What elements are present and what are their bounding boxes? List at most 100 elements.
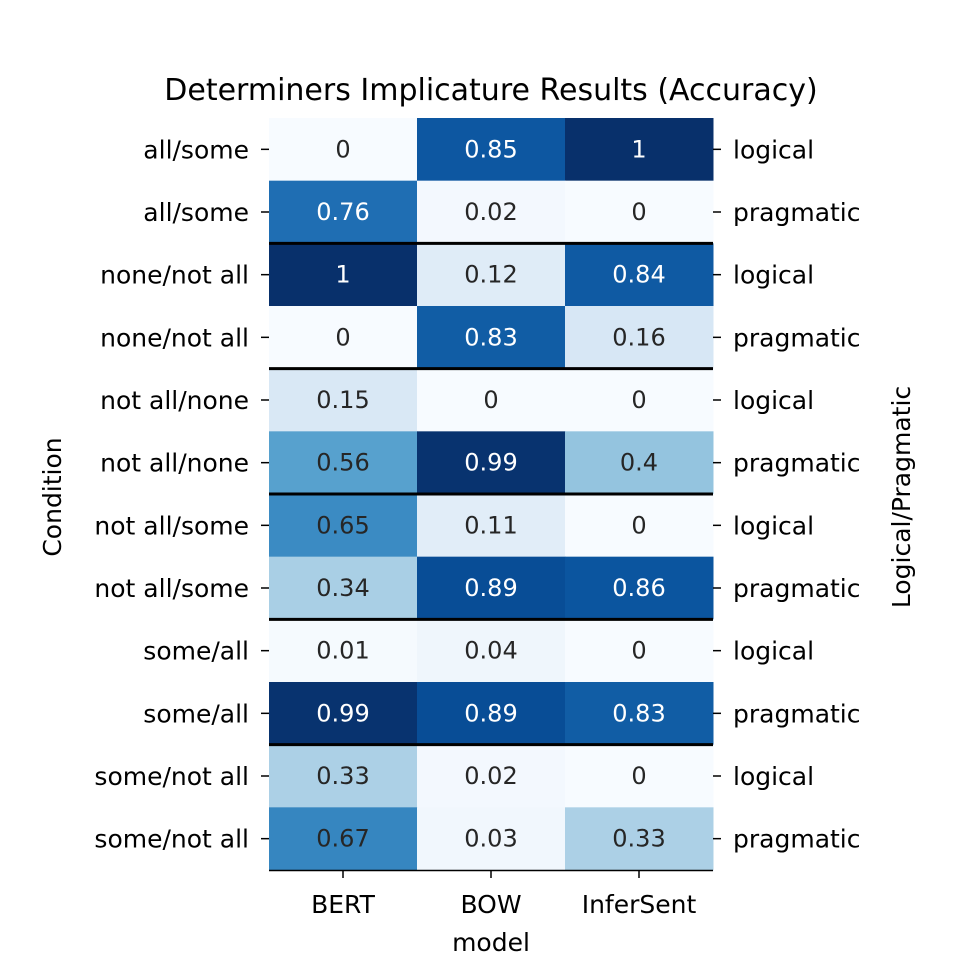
cell-value-label: 0.12 — [464, 261, 517, 289]
heatmap-cell-r7-bert — [269, 556, 418, 620]
cell-value-label: 0.34 — [316, 574, 369, 602]
model-tick-label-bow: BOW — [460, 890, 521, 919]
cell-value-label: 0.11 — [464, 511, 517, 539]
cell-value-label: 0.33 — [316, 762, 369, 790]
condition-tick-labels: all/some all/some none/not all none/not all… — [94, 135, 269, 854]
cell-value-label: 0.02 — [464, 762, 517, 790]
heatmap-cell-r10-bow — [417, 744, 566, 808]
condition-tick-label: some/not all — [94, 825, 249, 854]
cell-value-label: 0.99 — [316, 699, 369, 727]
heatmap-cell-r6-bow — [417, 494, 566, 558]
heatmap-cell-r2-infersent — [565, 243, 714, 307]
cell-value-label: 0.83 — [464, 323, 517, 351]
cell-value-label: 0 — [335, 135, 350, 163]
heatmap-cell-r1-bow — [417, 180, 566, 244]
heatmap-cell-r5-infersent — [565, 431, 714, 495]
condition-tick-label: not all/none — [100, 449, 249, 478]
condition-tick-label: not all/some — [94, 574, 249, 603]
type-tick-label: pragmatic — [733, 323, 861, 352]
heatmap-cell-r1-infersent — [565, 180, 714, 244]
cell-value-label: 1 — [631, 135, 646, 163]
condition-tick-label: some/all — [143, 699, 249, 728]
cell-value-label: 0 — [631, 198, 646, 226]
heatmap-cell-r3-bert — [269, 306, 418, 370]
cell-value-label: 0.99 — [464, 449, 517, 477]
heatmap-cell-r10-infersent — [565, 744, 714, 808]
heatmap-cell-r4-bert — [269, 368, 418, 432]
heatmap-cell-r5-bert — [269, 431, 418, 495]
x-axis-label: model — [452, 928, 530, 957]
cell-value-label: 0.86 — [612, 574, 665, 602]
heatmap-cell-r8-infersent — [565, 619, 714, 683]
heatmap-cell-r11-bow — [417, 807, 566, 871]
cell-value-label: 0.85 — [464, 135, 517, 163]
model-tick-label-bert: BERT — [311, 890, 375, 919]
cell-value-label: 0.16 — [612, 323, 665, 351]
heatmap-cell-r3-infersent — [565, 306, 714, 370]
heatmap-cell-r5-bow — [417, 431, 566, 495]
heatmap-cell-r11-bert — [269, 807, 418, 871]
condition-tick-label: not all/some — [94, 511, 249, 540]
heatmap-cell-r9-bert — [269, 682, 418, 746]
logical-pragmatic-tick-labels: logical pragmatic logical pragmatic logical p… — [713, 135, 861, 854]
cell-value-label: 0 — [335, 323, 350, 351]
heatmap-cell-r4-bow — [417, 368, 566, 432]
cell-value-label: 0 — [631, 511, 646, 539]
cell-value-label: 0.83 — [612, 699, 665, 727]
heatmap-cell-r2-bert — [269, 243, 418, 307]
cell-value-label: 0 — [631, 637, 646, 665]
heatmap-cell-r8-bert — [269, 619, 418, 683]
heatmap-cell-r8-bow — [417, 619, 566, 683]
type-tick-label: pragmatic — [733, 449, 861, 478]
heatmap-cell-r3-bow — [417, 306, 566, 370]
cell-value-label: 0.02 — [464, 198, 517, 226]
type-tick-label: logical — [733, 261, 814, 290]
model-tick-labels: BERT BOW InferSent — [311, 870, 696, 919]
condition-tick-label: some/not all — [94, 762, 249, 791]
cell-value-label: 0.89 — [464, 699, 517, 727]
type-tick-label: logical — [733, 135, 814, 164]
type-tick-label: pragmatic — [733, 198, 861, 227]
type-tick-label: pragmatic — [733, 699, 861, 728]
type-tick-label: logical — [733, 762, 814, 791]
heatmap-cell-r4-infersent — [565, 368, 714, 432]
type-tick-label: logical — [733, 386, 814, 415]
cell-value-label: 0.04 — [464, 637, 517, 665]
cell-value-label: 0.01 — [316, 637, 369, 665]
condition-tick-label: all/some — [143, 198, 249, 227]
heatmap-cell-r7-bow — [417, 556, 566, 620]
heatmap-cell-r0-bert — [269, 118, 418, 182]
type-tick-label: logical — [733, 511, 814, 540]
heatmap-cell-r10-bert — [269, 744, 418, 808]
cell-value-label: 0.67 — [316, 825, 369, 853]
cell-value-label: 0.65 — [316, 511, 369, 539]
cell-value-label: 0.89 — [464, 574, 517, 602]
right-axis-label: Logical/Pragmatic — [887, 386, 916, 608]
cell-value-label: 0 — [631, 762, 646, 790]
cell-value-label: 0.4 — [620, 449, 658, 477]
chart-title: Determiners Implicature Results (Accurac… — [164, 73, 817, 108]
group-separators — [269, 241, 713, 747]
heatmap-cell-r7-infersent — [565, 556, 714, 620]
heatmap-cell-r2-bow — [417, 243, 566, 307]
cell-value-label: 0 — [483, 386, 498, 414]
cell-value-label: 0.56 — [316, 449, 369, 477]
heatmap-cell-r0-infersent — [565, 118, 714, 182]
heatmap-cell-r9-infersent — [565, 682, 714, 746]
cell-value-label: 0 — [631, 386, 646, 414]
condition-tick-label: none/not all — [100, 323, 249, 352]
heatmap-cell-r11-infersent — [565, 807, 714, 871]
heatmap-cell-r0-bow — [417, 118, 566, 182]
model-tick-label-infersent: InferSent — [582, 890, 697, 919]
type-tick-label: logical — [733, 637, 814, 666]
condition-tick-label: all/some — [143, 135, 249, 164]
type-tick-label: pragmatic — [733, 825, 861, 854]
condition-tick-label: not all/none — [100, 386, 249, 415]
cell-value-label: 0.15 — [316, 386, 369, 414]
cell-value-label: 1 — [335, 261, 350, 289]
cell-value-label: 0.33 — [612, 825, 665, 853]
cell-value-label: 0.76 — [316, 198, 369, 226]
y-axis-label: Condition — [38, 437, 67, 556]
heatmap-cell-r1-bert — [269, 180, 418, 244]
